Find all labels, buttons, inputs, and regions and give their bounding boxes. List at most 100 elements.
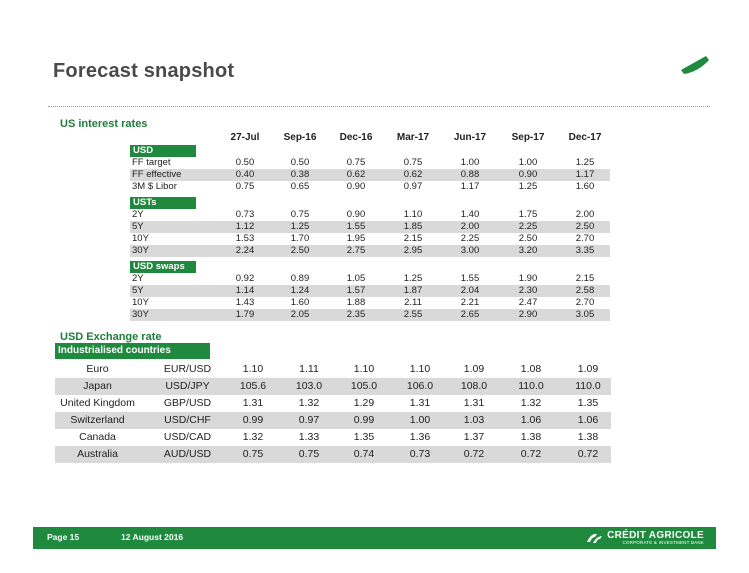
- rate-value: 2.65: [460, 309, 480, 320]
- rate-value: 1.55: [346, 221, 366, 232]
- rate-row: 3M $ Libor 0.75 0.65 0.90 0.97 1.17 1.25 1.60: [130, 181, 610, 193]
- rate-value: 1.60: [575, 181, 595, 192]
- fx-value: 0.99: [242, 414, 264, 426]
- rate-label: 2Y: [132, 209, 144, 220]
- rate-value: 1.85: [403, 221, 423, 232]
- brand-logo: CRÉDIT AGRICOLE CORPORATE & INVESTMENT B…: [587, 530, 704, 545]
- rate-value: 1.75: [518, 209, 538, 220]
- brand-subtitle: CORPORATE & INVESTMENT BANK: [622, 540, 704, 545]
- rate-value: 3.35: [575, 245, 595, 256]
- fx-value: 103.0: [295, 380, 323, 392]
- rate-label: 10Y: [132, 233, 149, 244]
- rate-label: 5Y: [132, 221, 144, 232]
- column-header: Sep-17: [511, 132, 545, 143]
- rate-value: 1.14: [235, 285, 255, 296]
- rate-value: 1.12: [235, 221, 255, 232]
- rate-value: 0.75: [403, 157, 423, 168]
- rate-value: 2.35: [346, 309, 366, 320]
- rate-value: 1.55: [460, 273, 480, 284]
- fx-value: 0.73: [409, 448, 431, 460]
- rate-group-header: USTs: [130, 197, 196, 209]
- fx-value: 1.09: [577, 363, 599, 375]
- rate-value: 1.79: [235, 309, 255, 320]
- rate-value: 1.25: [290, 221, 310, 232]
- fx-value: 0.74: [353, 448, 375, 460]
- fx-value: 1.36: [409, 431, 431, 443]
- fx-value: 1.31: [409, 397, 431, 409]
- rate-value: 2.15: [575, 273, 595, 284]
- rate-value: 2.00: [575, 209, 595, 220]
- rate-value: 1.90: [518, 273, 538, 284]
- rate-value: 2.25: [518, 221, 538, 232]
- fx-value: 105.6: [239, 380, 267, 392]
- fx-value: 1.32: [520, 397, 542, 409]
- fx-value: 1.10: [353, 363, 375, 375]
- rate-label: FF effective: [132, 169, 182, 180]
- rate-value: 1.17: [460, 181, 480, 192]
- rate-value: 1.17: [575, 169, 595, 180]
- rate-value: 0.97: [403, 181, 423, 192]
- rate-label: 2Y: [132, 273, 144, 284]
- fx-value: 0.99: [353, 414, 375, 426]
- rate-group-header: USD: [130, 145, 196, 157]
- fx-value: 1.38: [520, 431, 542, 443]
- fx-value: 1.06: [520, 414, 542, 426]
- rate-value: 0.40: [235, 169, 255, 180]
- fx-pair: USD/CAD: [163, 431, 212, 443]
- rate-value: 0.73: [235, 209, 255, 220]
- rate-value: 0.38: [290, 169, 310, 180]
- rate-value: 1.70: [290, 233, 310, 244]
- rate-value: 1.05: [346, 273, 366, 284]
- fx-value: 1.03: [463, 414, 485, 426]
- rate-label: 30Y: [132, 245, 149, 256]
- rate-value: 1.24: [290, 285, 310, 296]
- rate-value: 1.57: [346, 285, 366, 296]
- rate-value: 1.53: [235, 233, 255, 244]
- rate-value: 2.05: [290, 309, 310, 320]
- rate-value: 1.87: [403, 285, 423, 296]
- rate-value: 3.00: [460, 245, 480, 256]
- fx-value: 0.97: [298, 414, 320, 426]
- fx-value: 1.00: [409, 414, 431, 426]
- rate-value: 0.65: [290, 181, 310, 192]
- rate-value: 1.10: [403, 209, 423, 220]
- fx-value: 0.72: [577, 448, 599, 460]
- fx-value: 1.29: [353, 397, 375, 409]
- rate-row: FF effective 0.40 0.38 0.62 0.62 0.88 0.90 1.17: [130, 169, 610, 181]
- footer-bar: Page 15 12 August 2016 CRÉDIT AGRICOLE C…: [33, 527, 716, 549]
- fx-row: United Kingdom GBP/USD 1.31 1.32 1.29 1.31 1.3…: [55, 395, 611, 412]
- fx-pair: EUR/USD: [163, 363, 212, 375]
- column-header: 27-Jul: [230, 132, 260, 143]
- rate-row: 30Y 1.79 2.05 2.35 2.55 2.65 2.90 3.05: [130, 309, 610, 321]
- page-title: Forecast snapshot: [53, 60, 235, 82]
- fx-value: 1.10: [409, 363, 431, 375]
- fx-value: 105.0: [350, 380, 378, 392]
- fx-row: Switzerland USD/CHF 0.99 0.97 0.99 1.00 1.03 1.…: [55, 412, 611, 429]
- rate-label: 3M $ Libor: [132, 181, 177, 192]
- rate-value: 2.24: [235, 245, 255, 256]
- fx-value: 1.38: [577, 431, 599, 443]
- rate-value: 0.89: [290, 273, 310, 284]
- fx-pair: USD/CHF: [164, 414, 211, 426]
- rate-value: 2.55: [403, 309, 423, 320]
- fx-value: 1.08: [520, 363, 542, 375]
- fx-country: Canada: [79, 431, 116, 443]
- rate-value: 0.75: [235, 181, 255, 192]
- fx-value: 1.11: [299, 363, 319, 375]
- rate-value: 0.88: [460, 169, 480, 180]
- rate-row: 2Y 0.73 0.75 0.90 1.10 1.40 1.75 2.00: [130, 209, 610, 221]
- column-header: Dec-17: [568, 132, 602, 143]
- rate-value: 2.58: [575, 285, 595, 296]
- rate-group-header: USD swaps: [130, 261, 196, 273]
- rate-row: FF target 0.50 0.50 0.75 0.75 1.00 1.00 1.25: [130, 157, 610, 169]
- fx-row: Japan USD/JPY 105.6 103.0 105.0 106.0 108.0 110…: [55, 378, 611, 395]
- rate-value: 1.43: [235, 297, 255, 308]
- title-divider: [48, 106, 710, 107]
- rate-value: 2.30: [518, 285, 538, 296]
- rate-value: 2.15: [403, 233, 423, 244]
- rate-value: 1.25: [403, 273, 423, 284]
- rate-label: 30Y: [132, 309, 149, 320]
- rate-value: 2.50: [518, 233, 538, 244]
- column-header: Sep-16: [283, 132, 317, 143]
- rate-value: 1.25: [518, 181, 538, 192]
